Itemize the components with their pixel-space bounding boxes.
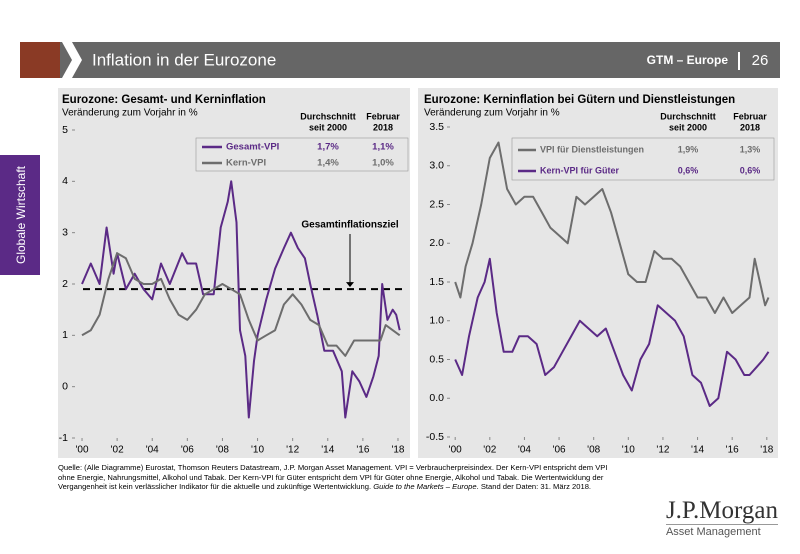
series-line bbox=[454, 257, 770, 407]
legend-header: Durchschnitt bbox=[300, 111, 356, 121]
x-tick-label: '06 bbox=[553, 445, 566, 456]
y-tick-label: 2.5 bbox=[429, 198, 444, 210]
footnote-text: . Stand der Daten: 31. März 2018. bbox=[476, 482, 592, 492]
header-chevron bbox=[62, 42, 82, 78]
y-tick-label: 3.5 bbox=[429, 121, 444, 133]
footnote-line: Vergangenheit ist kein verlässlicher Ind… bbox=[58, 482, 778, 492]
y-tick-label: 3 bbox=[62, 226, 68, 238]
legend-header: 2018 bbox=[373, 122, 393, 132]
legend-header: Durchschnitt bbox=[660, 111, 716, 121]
legend-label: Kern-VPI für Güter bbox=[540, 165, 620, 175]
legend-header: seit 2000 bbox=[309, 122, 347, 132]
x-tick-label: '00 bbox=[449, 445, 462, 456]
footnote-line: ohne Energie, Nahrungsmittel, Alkohol un… bbox=[58, 472, 604, 482]
y-tick-label: -1 bbox=[59, 432, 68, 444]
chart-title: Eurozone: Gesamt- und Kerninflation bbox=[62, 94, 266, 106]
series-line bbox=[81, 252, 401, 357]
footnote-text: Vergangenheit ist kein verlässlicher Ind… bbox=[58, 482, 372, 492]
legend-header: 2018 bbox=[740, 122, 760, 132]
y-tick-label: 4 bbox=[62, 175, 68, 187]
y-tick-label: 5 bbox=[62, 124, 68, 136]
legend-feb: 1,1% bbox=[372, 142, 394, 153]
legend-feb: 1,3% bbox=[740, 144, 761, 154]
y-tick-label: 1 bbox=[62, 329, 68, 341]
y-tick-label: 1.0 bbox=[429, 315, 444, 327]
x-tick-label: '18 bbox=[391, 445, 404, 456]
footnote: Quelle: (Alle Diagramme) Eurostat, Thoms… bbox=[58, 463, 778, 492]
x-tick-label: '10 bbox=[622, 445, 635, 456]
y-tick-label: 2 bbox=[62, 278, 68, 290]
x-tick-label: '12 bbox=[656, 445, 669, 456]
logo-sub: Asset Management bbox=[665, 524, 778, 538]
header-title: Inflation in der Eurozone bbox=[92, 50, 276, 69]
x-tick-label: '16 bbox=[356, 445, 369, 456]
header-accent bbox=[20, 42, 60, 78]
header-brand: GTM – Europe bbox=[647, 53, 729, 67]
y-tick-label: 0 bbox=[62, 380, 68, 392]
header-page: 26 bbox=[752, 52, 769, 69]
sidebar-label: Globale Wirtschaft bbox=[14, 165, 28, 264]
logo-name: J.P.Morgan bbox=[665, 497, 778, 524]
y-tick-label: 0.5 bbox=[429, 353, 444, 365]
x-tick-label: '18 bbox=[760, 445, 773, 456]
legend-box bbox=[195, 137, 409, 172]
legend-feb: 0,6% bbox=[740, 165, 761, 175]
x-tick-label: '04 bbox=[146, 445, 159, 456]
series-line bbox=[81, 180, 401, 419]
series-line bbox=[454, 141, 770, 314]
x-tick-label: '04 bbox=[518, 445, 531, 456]
reference-label: Gesamtinflationsziel bbox=[301, 220, 398, 231]
y-tick-label: 3.0 bbox=[429, 160, 444, 172]
legend-box bbox=[511, 137, 775, 181]
legend-label: VPI für Dienstleistungen bbox=[540, 144, 644, 154]
x-tick-label: '12 bbox=[286, 445, 299, 456]
x-tick-label: '16 bbox=[726, 445, 739, 456]
x-tick-label: '06 bbox=[181, 445, 194, 456]
sidebar-tab bbox=[0, 155, 40, 275]
x-tick-label: '10 bbox=[251, 445, 264, 456]
legend-header: Februar bbox=[366, 111, 400, 121]
legend-header: seit 2000 bbox=[669, 122, 707, 132]
chart-subtitle: Veränderung zum Vorjahr in % bbox=[62, 108, 198, 119]
x-tick-label: '02 bbox=[483, 445, 496, 456]
x-tick-label: '08 bbox=[587, 445, 600, 456]
legend-avg: 1,9% bbox=[678, 144, 699, 154]
x-tick-label: '02 bbox=[111, 445, 124, 456]
x-tick-label: '14 bbox=[321, 445, 334, 456]
legend-feb: 1,0% bbox=[372, 158, 394, 169]
legend-label: Gesamt-VPI bbox=[226, 142, 279, 153]
y-tick-label: 1.5 bbox=[429, 276, 444, 288]
legend-avg: 0,6% bbox=[678, 165, 699, 175]
legend-avg: 1,7% bbox=[317, 142, 339, 153]
legend-header: Februar bbox=[733, 111, 767, 121]
chart-subtitle: Veränderung zum Vorjahr in % bbox=[424, 108, 560, 119]
footnote-line: Quelle: (Alle Diagramme) Eurostat, Thoms… bbox=[58, 463, 608, 472]
header-bar bbox=[20, 42, 780, 78]
footnote-italic: Guide to the Markets – Europe bbox=[373, 482, 477, 492]
y-tick-label: 0.0 bbox=[429, 392, 444, 404]
y-tick-label: -0.5 bbox=[426, 431, 444, 443]
x-tick-label: '14 bbox=[691, 445, 704, 456]
panel bbox=[58, 88, 410, 458]
x-tick-label: '08 bbox=[216, 445, 229, 456]
legend-label: Kern-VPI bbox=[226, 158, 266, 169]
y-tick-label: 2.0 bbox=[429, 237, 444, 249]
reference-arrowhead bbox=[346, 282, 354, 288]
x-tick-label: '00 bbox=[75, 445, 88, 456]
legend-avg: 1,4% bbox=[317, 158, 339, 169]
logo: J.P.Morgan Asset Management bbox=[665, 497, 778, 538]
chart-title: Eurozone: Kerninflation bei Gütern und D… bbox=[424, 94, 735, 106]
